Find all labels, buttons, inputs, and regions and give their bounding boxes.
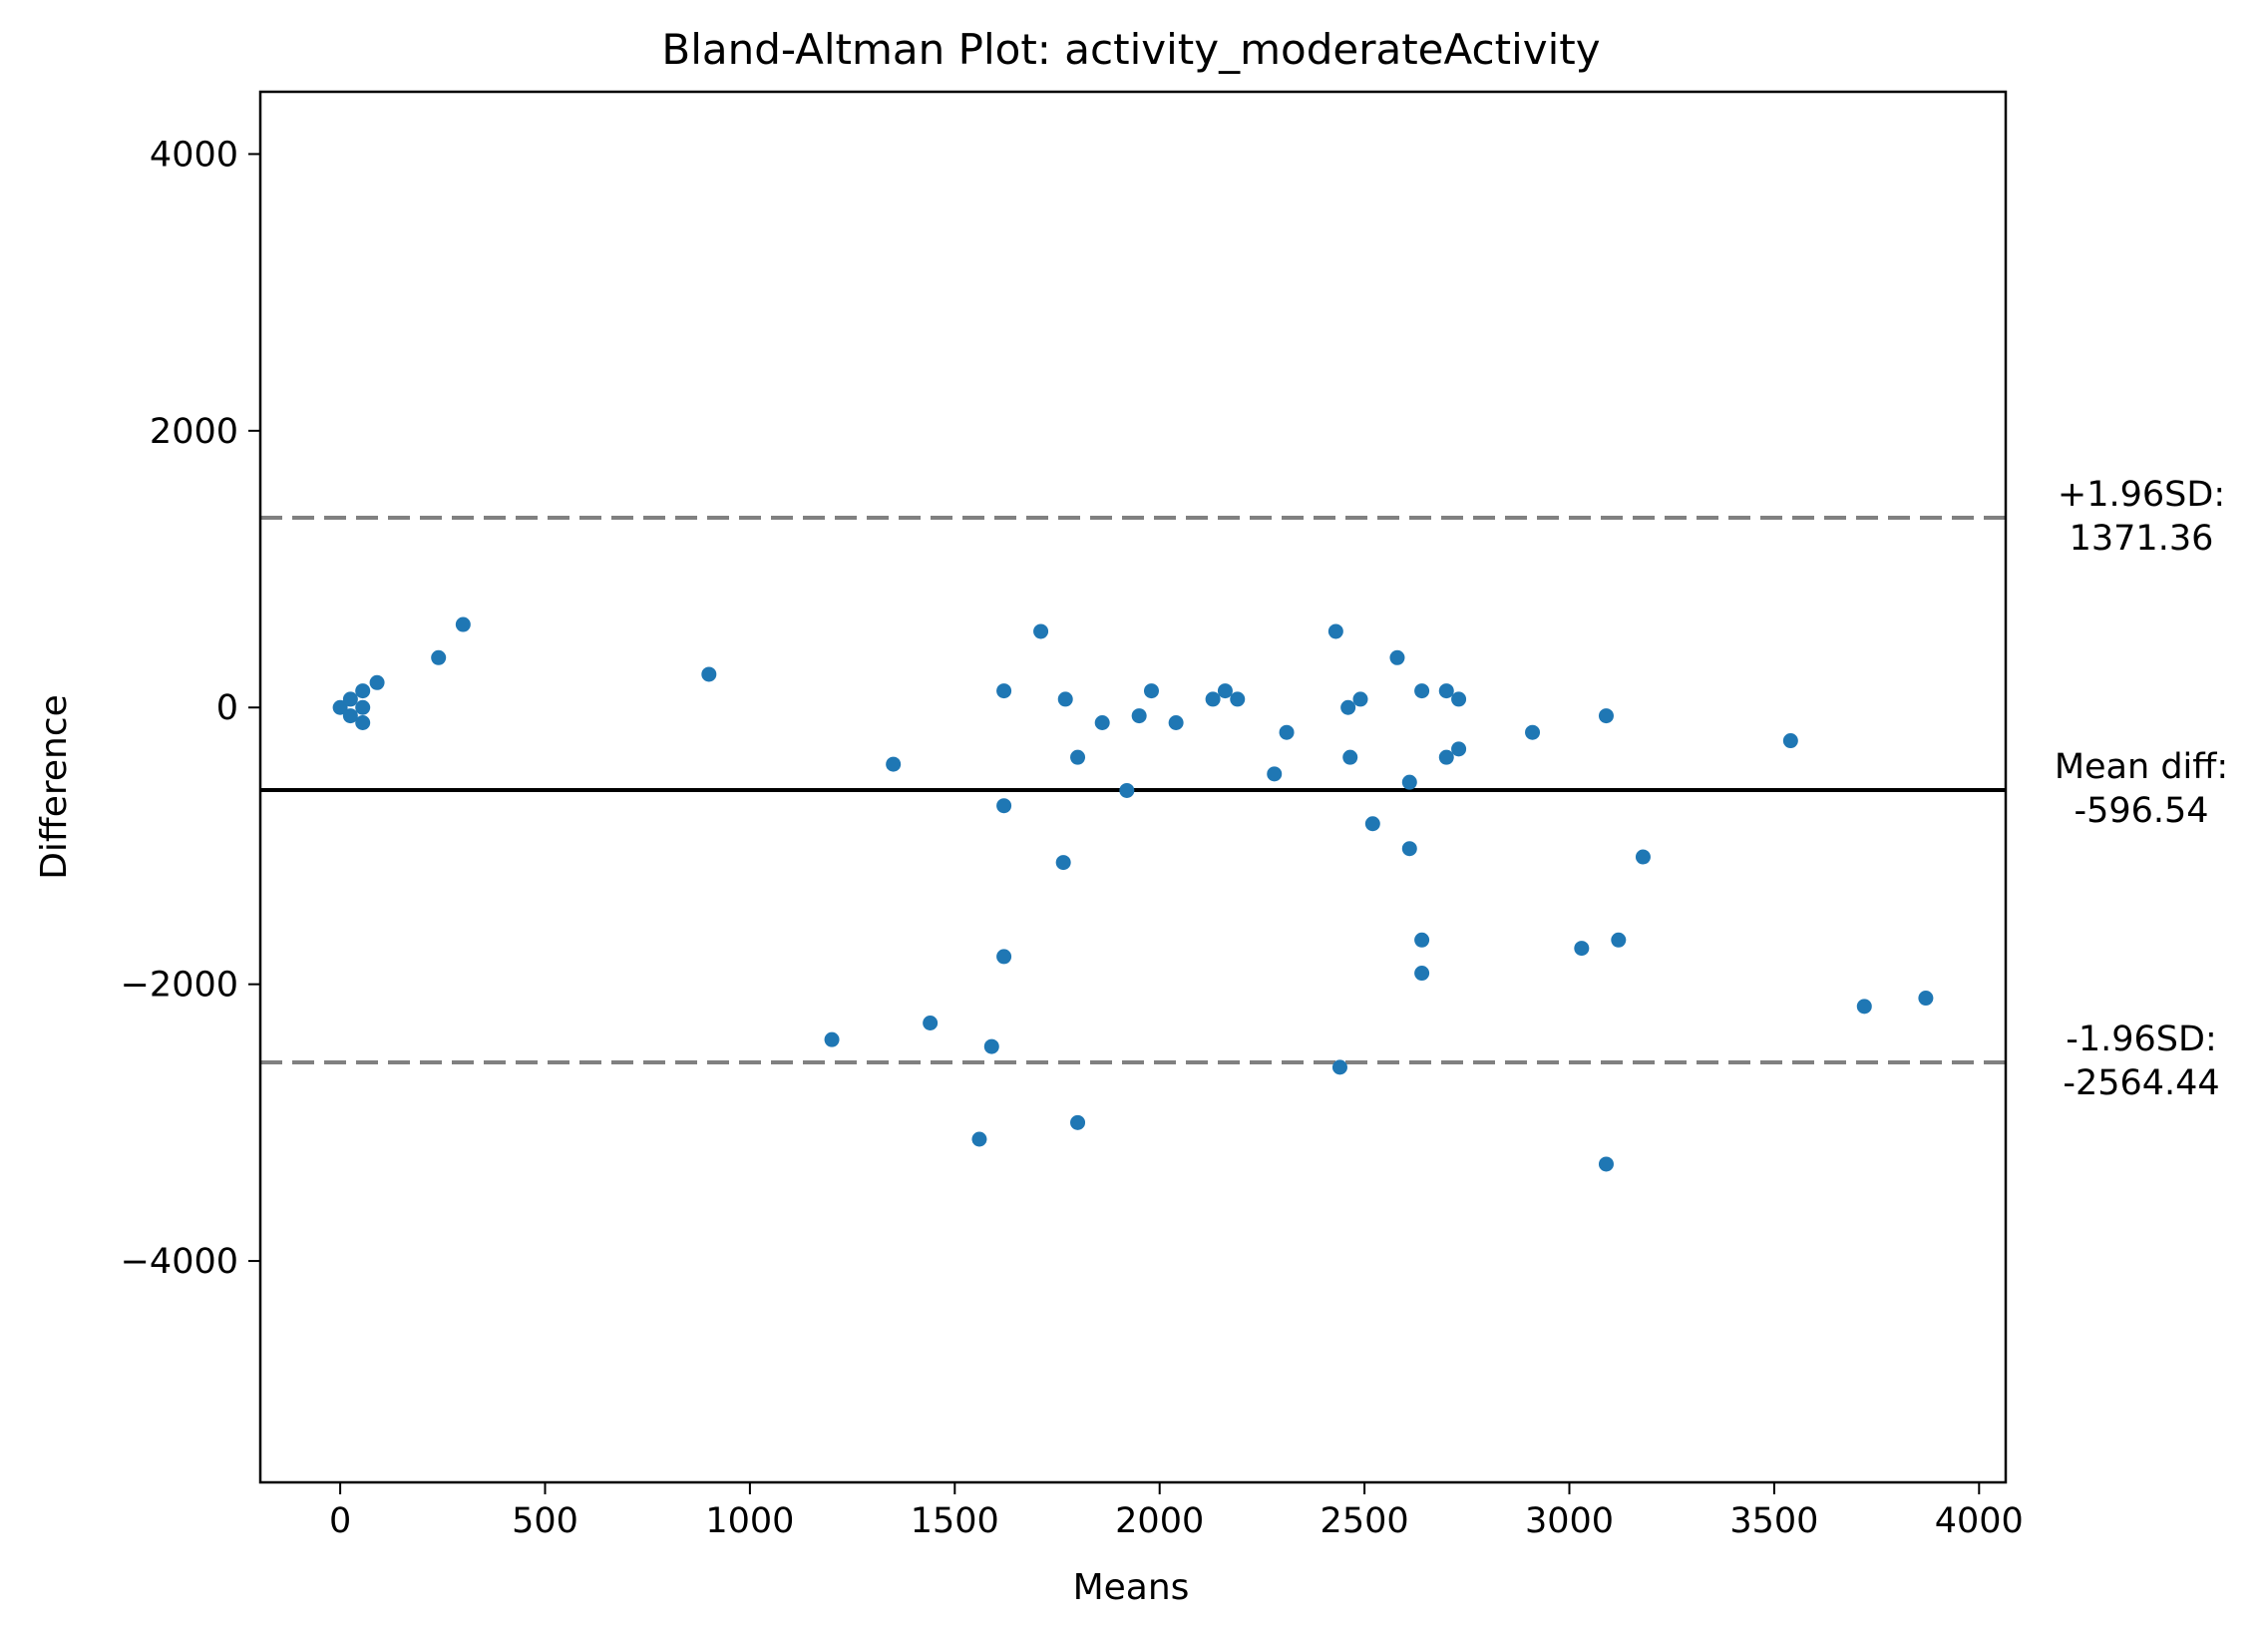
y-tick-label: −4000 <box>121 1242 238 1282</box>
data-point <box>1451 741 1467 757</box>
lower-label-value: -2564.44 <box>2063 1063 2219 1103</box>
data-point <box>1342 749 1358 765</box>
data-point <box>1414 932 1430 948</box>
data-point <box>1401 774 1417 790</box>
reference-labels: +1.96SD:1371.36 Mean diff:-596.54 -1.96SD:… <box>2055 475 2228 1103</box>
data-point <box>431 649 447 665</box>
data-point <box>923 1015 939 1030</box>
x-axis-label: Means <box>1073 1567 1190 1608</box>
data-point <box>983 1038 999 1054</box>
x-tick-label: 500 <box>512 1501 578 1541</box>
data-point <box>355 715 371 731</box>
data-point <box>1364 816 1380 832</box>
data-point <box>996 683 1012 699</box>
data-point <box>1574 941 1590 957</box>
y-tick-label: −2000 <box>121 966 238 1006</box>
data-point <box>971 1131 987 1147</box>
data-point <box>1205 691 1221 707</box>
data-point <box>1055 855 1071 871</box>
data-point <box>1327 623 1343 639</box>
data-point <box>1389 649 1405 665</box>
data-point <box>1635 849 1651 865</box>
x-tick-label: 3000 <box>1525 1501 1614 1541</box>
mean-label-value: -596.54 <box>2074 791 2208 831</box>
y-tick-label: 0 <box>216 688 238 728</box>
upper-label-title: +1.96SD: <box>2058 475 2225 515</box>
data-point <box>1451 691 1467 707</box>
data-point <box>1033 623 1049 639</box>
data-point <box>455 616 471 632</box>
data-point <box>1168 715 1184 731</box>
data-point <box>1782 733 1798 749</box>
data-point <box>355 683 371 699</box>
data-points <box>332 616 1934 1172</box>
data-point <box>342 691 358 707</box>
x-tick-label: 2500 <box>1321 1501 1409 1541</box>
data-point <box>1414 966 1430 982</box>
data-point <box>1331 1059 1347 1075</box>
data-point <box>701 666 717 682</box>
mean-label-title: Mean diff: <box>2055 747 2228 787</box>
x-tick-label: 1500 <box>911 1501 999 1541</box>
data-point <box>996 798 1012 814</box>
data-point <box>1352 691 1368 707</box>
plot-frame <box>258 90 2008 1484</box>
x-tick-label: 1000 <box>705 1501 794 1541</box>
data-point <box>996 949 1012 965</box>
data-point <box>1438 683 1454 699</box>
x-tick-label: 2000 <box>1115 1501 1204 1541</box>
data-point <box>342 708 358 724</box>
upper-label-value: 1371.36 <box>2070 519 2214 559</box>
data-point <box>1438 749 1454 765</box>
data-point <box>1340 699 1356 715</box>
data-point <box>824 1031 840 1047</box>
data-point <box>1414 683 1430 699</box>
data-point <box>1119 782 1135 798</box>
lower-label-title: -1.96SD: <box>2066 1020 2217 1059</box>
data-point <box>1267 766 1283 782</box>
data-point <box>1401 841 1417 857</box>
data-point <box>1611 932 1627 948</box>
data-point <box>1057 691 1073 707</box>
data-point <box>332 699 348 715</box>
data-point <box>1070 1114 1086 1130</box>
data-point <box>1143 683 1159 699</box>
data-point <box>1918 991 1934 1007</box>
x-tick-label: 3500 <box>1729 1501 1818 1541</box>
x-axis-ticks: 0 500 1000 1500 2000 2500 3000 3500 4000 <box>329 1482 2024 1541</box>
chart-title: Bland-Altman Plot: activity_moderateActi… <box>661 25 1600 74</box>
data-point <box>1856 999 1872 1015</box>
data-point <box>1070 749 1086 765</box>
data-point <box>1525 724 1541 740</box>
y-axis-ticks: −4000 −2000 0 2000 4000 <box>121 135 260 1282</box>
data-point <box>1598 708 1614 724</box>
data-point <box>886 756 902 772</box>
x-tick-label: 4000 <box>1935 1501 2024 1541</box>
data-point <box>1131 708 1147 724</box>
data-point <box>1217 683 1233 699</box>
y-tick-label: 4000 <box>150 135 238 175</box>
data-point <box>1279 724 1295 740</box>
data-point <box>355 699 371 715</box>
data-point <box>369 674 385 690</box>
data-point <box>1230 691 1246 707</box>
data-point <box>1094 715 1110 731</box>
y-axis-label: Difference <box>34 694 75 880</box>
y-tick-label: 2000 <box>150 412 238 452</box>
data-point <box>1598 1156 1614 1172</box>
x-tick-label: 0 <box>329 1501 351 1541</box>
